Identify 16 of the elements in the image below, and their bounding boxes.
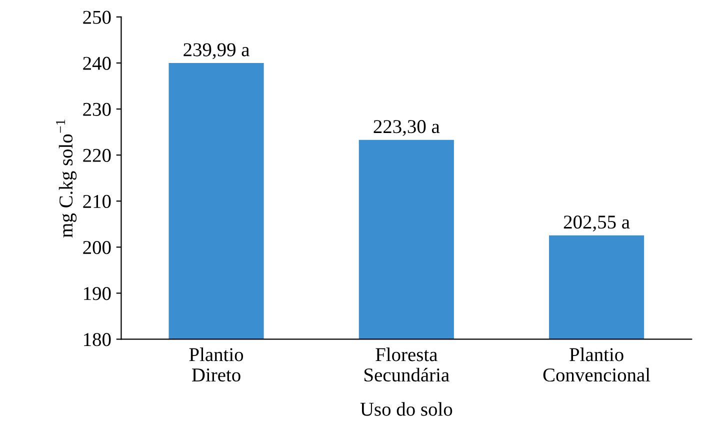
x-tick-label: Plantio Convencional [543, 348, 650, 382]
data-label: 223,30 a [374, 120, 440, 136]
y-tick-label: 190 [84, 286, 111, 300]
x-axis-title: Uso do solo [360, 402, 452, 416]
y-tick-label: 210 [83, 194, 111, 208]
data-label: 202,55 a [564, 216, 630, 232]
y-tick-label: 240 [83, 56, 111, 70]
y-axis-title: mg C.kg solo$^{−1}$ [56, 120, 77, 238]
y-tick-label: 220 [83, 148, 111, 162]
y-tick-label: 250 [83, 10, 111, 24]
y-tick-label: 180 [84, 333, 111, 346]
x-tick-label: Plantio Direto [189, 348, 244, 382]
y-tick-label: 230 [83, 102, 111, 116]
data-label: 239,99 a [184, 43, 250, 60]
x-tick-label: Floresta Secundária [364, 348, 450, 382]
y-tick-label: 200 [83, 240, 111, 254]
